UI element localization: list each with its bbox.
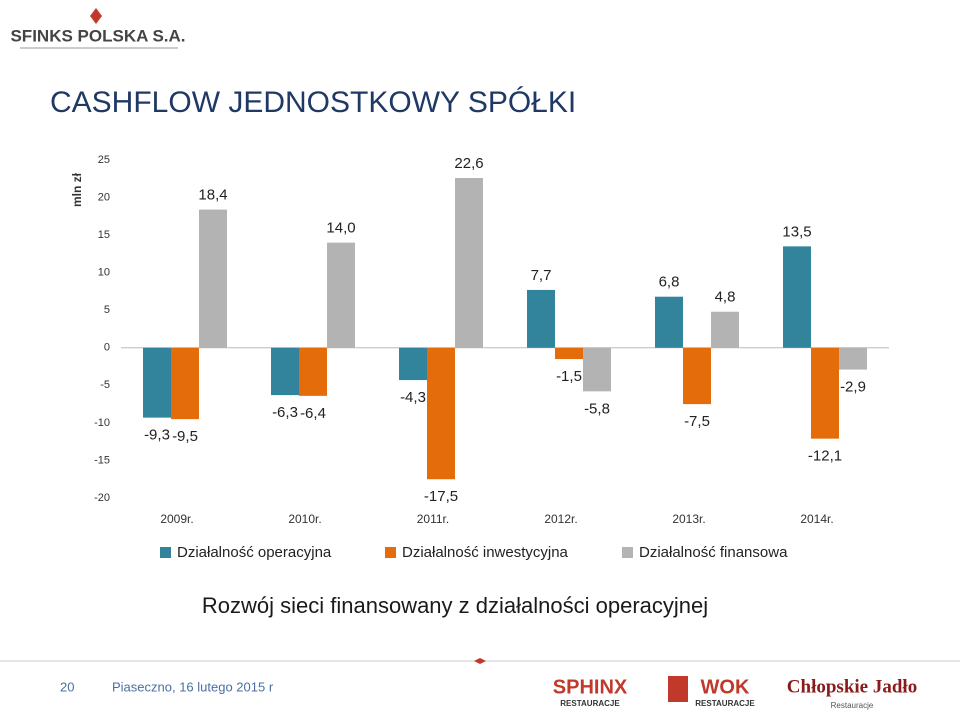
value-label: -2,9 — [840, 379, 866, 396]
y-tick-label: 25 — [98, 154, 110, 166]
y-tick-label: 5 — [104, 304, 110, 316]
value-label: -6,4 — [300, 405, 326, 422]
y-tick-label: 20 — [98, 191, 110, 203]
value-label: -7,5 — [684, 413, 710, 430]
bar — [455, 178, 483, 348]
logo-chlopskie-sub: Restauracje — [831, 701, 874, 710]
logo-wok: WOK — [701, 676, 750, 698]
y-tick-label: -15 — [94, 454, 110, 466]
logo-wok-sub: RESTAURACJE — [695, 699, 755, 708]
legend-label: Działalność inwestycyjna — [402, 544, 569, 561]
bar — [399, 347, 427, 381]
bar — [583, 347, 611, 392]
logo-sphinx: SPHINX — [553, 676, 628, 698]
bar — [299, 347, 327, 396]
value-label: 7,7 — [531, 267, 552, 284]
bar — [839, 347, 867, 370]
y-tick-label: -20 — [94, 492, 110, 504]
legend-label: Działalność finansowa — [639, 544, 788, 561]
value-label: 18,4 — [198, 187, 227, 204]
value-label: 14,0 — [326, 220, 355, 237]
value-label: -17,5 — [424, 488, 458, 505]
y-tick-label: 10 — [98, 267, 110, 279]
x-tick-label: 2009r. — [160, 512, 193, 526]
value-label: 6,8 — [659, 274, 680, 291]
bar — [327, 242, 355, 348]
logo-chlopskie: Chłopskie Jadło — [787, 676, 917, 697]
value-label: 4,8 — [715, 289, 736, 306]
value-label: -5,8 — [584, 400, 610, 417]
plot: 25 20 15 10 5 0 -5 -10 -15 -20 2009r. -9,3 -9,5 18,4 2… — [94, 154, 889, 561]
legend-label: Działalność operacyjna — [177, 544, 332, 561]
value-label: -1,5 — [556, 368, 582, 385]
y-tick-label: -10 — [94, 417, 110, 429]
legend-swatch — [622, 547, 633, 558]
bar — [783, 246, 811, 348]
bar — [711, 311, 739, 348]
bar — [555, 347, 583, 360]
legend-swatch — [160, 547, 171, 558]
y-axis-label: mln zł — [70, 172, 84, 207]
y-tick-label: 0 — [104, 342, 110, 354]
bar — [427, 347, 455, 480]
y-tick-label: 15 — [98, 229, 110, 241]
legend-swatch — [385, 547, 396, 558]
value-label: -4,3 — [400, 389, 426, 406]
logo-wok-icon — [668, 676, 688, 702]
x-tick-label: 2010r. — [288, 512, 321, 526]
value-label: -9,3 — [144, 427, 170, 444]
value-label: -12,1 — [808, 448, 842, 465]
caption: Rozwój sieci finansowany z działalności … — [202, 593, 708, 618]
x-tick-label: 2011r. — [417, 512, 449, 526]
value-label: -6,3 — [272, 404, 298, 421]
value-label: -9,5 — [172, 428, 198, 445]
logo-text: SFINKS POLSKA S.A. — [10, 26, 185, 45]
logo-sphinx-sub: RESTAURACJE — [560, 699, 620, 708]
x-tick-label: 2012r. — [544, 512, 577, 526]
footer-ornament — [474, 658, 486, 664]
bar — [171, 347, 199, 420]
x-tick-label: 2013r. — [672, 512, 705, 526]
footer-text: Piaseczno, 16 lutego 2015 r — [112, 679, 274, 694]
bar — [683, 347, 711, 405]
bar — [271, 347, 299, 396]
bar — [143, 347, 171, 418]
logo-icon — [90, 8, 102, 24]
bar — [199, 209, 227, 348]
x-tick-label: 2014r. — [800, 512, 833, 526]
bar — [655, 296, 683, 348]
page-number: 20 — [60, 679, 74, 694]
slide-title: CASHFLOW JEDNOSTKOWY SPÓŁKI — [50, 86, 576, 119]
value-label: 13,5 — [782, 223, 811, 240]
bar — [811, 347, 839, 439]
bar — [527, 289, 555, 348]
value-label: 22,6 — [454, 155, 483, 172]
y-tick-label: -5 — [100, 379, 110, 391]
